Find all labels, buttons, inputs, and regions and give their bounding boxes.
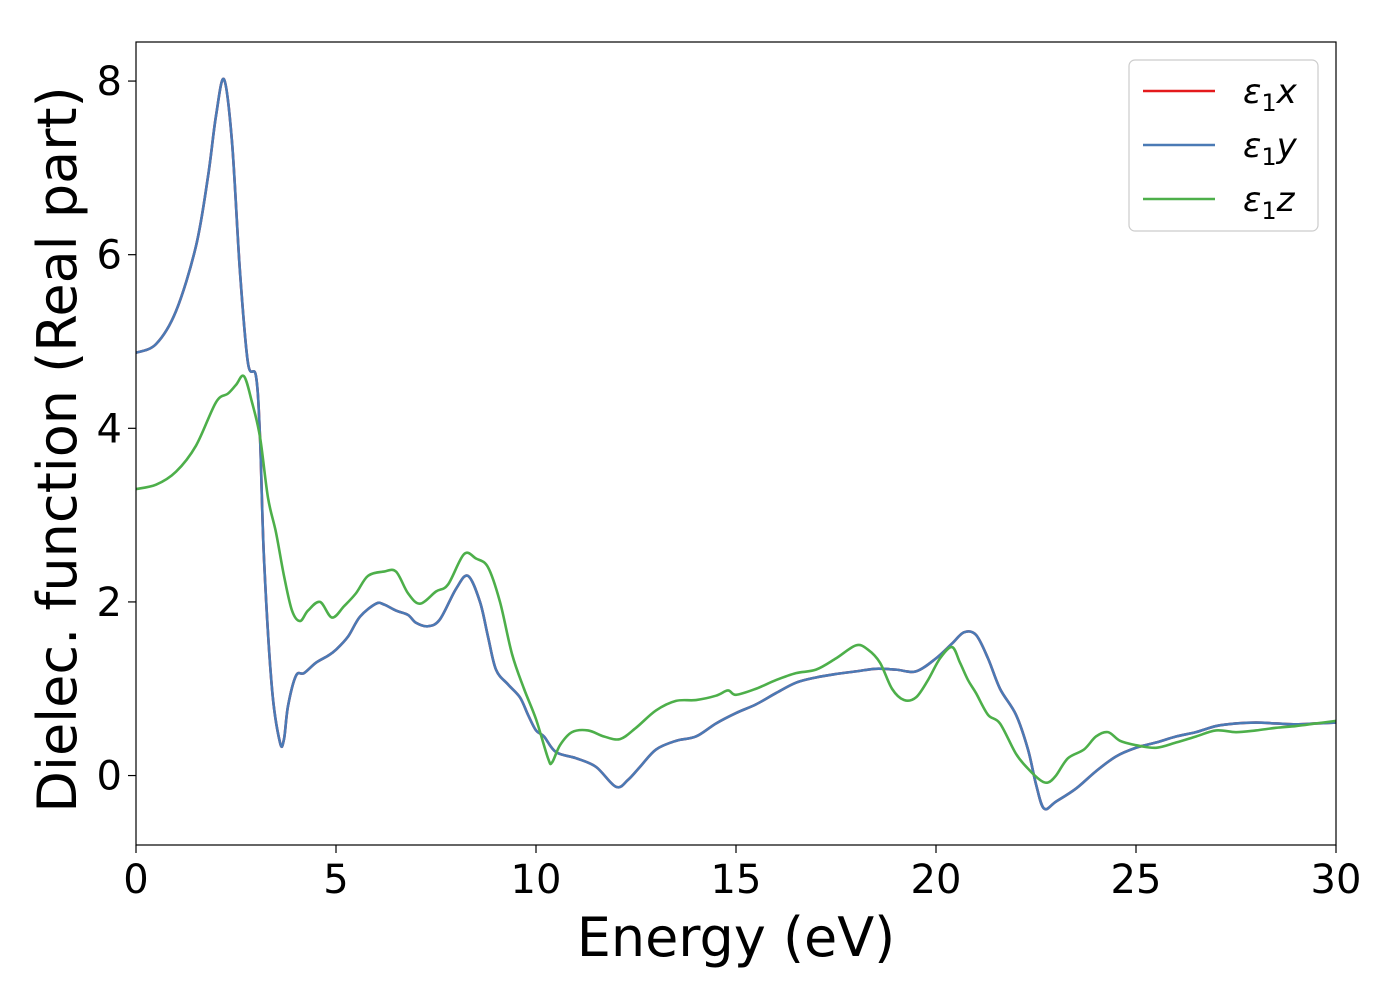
legend-label-1: ε1x xyxy=(1243,72,1298,117)
legend-label-3: ε1z xyxy=(1243,180,1296,225)
legend-box xyxy=(1128,59,1319,232)
x-tick-label: 20 xyxy=(911,857,962,903)
x-tick-label: 5 xyxy=(323,857,348,903)
x-tick-label: 0 xyxy=(123,857,148,903)
x-tick-label: 10 xyxy=(511,857,562,903)
series-line-3 xyxy=(136,374,1336,785)
x-tick-label: 15 xyxy=(711,857,762,903)
legend-label-2: ε1y xyxy=(1243,126,1298,171)
y-tick-label: 0 xyxy=(97,754,122,800)
y-tick-label: 6 xyxy=(97,233,122,279)
y-axis-title: Dielec. function (Real part) xyxy=(26,86,89,812)
series-layer xyxy=(136,77,1336,811)
x-axis-ticks: 0 5 10 15 20 25 30 xyxy=(123,845,1361,903)
series-line-2 xyxy=(136,77,1336,811)
legend: ε1x ε1y ε1z xyxy=(1128,59,1319,232)
y-tick-label: 2 xyxy=(97,580,122,626)
x-tick-label: 30 xyxy=(1311,857,1362,903)
x-axis-title: Energy (eV) xyxy=(577,906,896,969)
y-tick-label: 8 xyxy=(97,59,122,105)
x-tick-label: 25 xyxy=(1111,857,1162,903)
y-tick-label: 4 xyxy=(97,406,122,452)
y-axis-ticks: 0 2 4 6 8 xyxy=(97,59,136,800)
